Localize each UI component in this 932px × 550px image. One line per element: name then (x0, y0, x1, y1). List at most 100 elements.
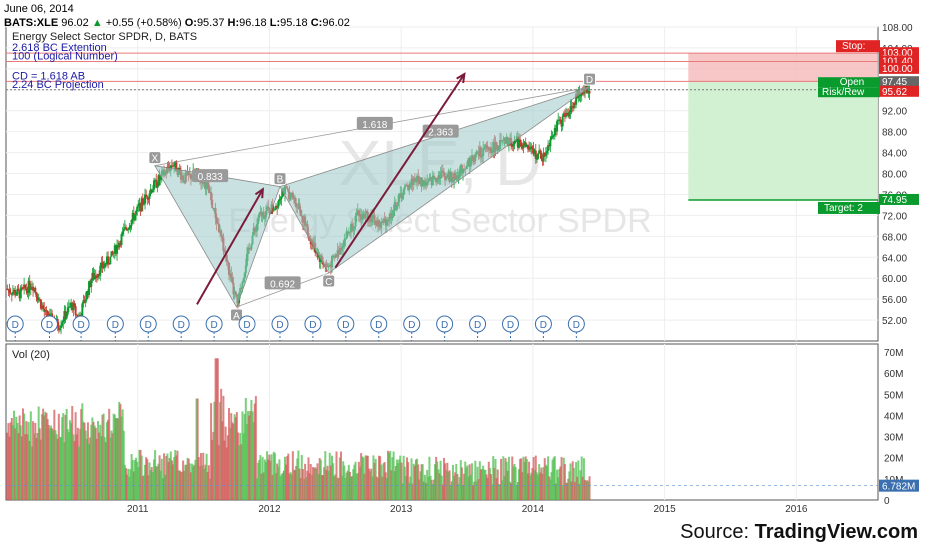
volume-bar (385, 477, 388, 500)
volume-bar (161, 478, 164, 500)
volume-bar (348, 471, 351, 500)
volume-bar (305, 477, 308, 500)
pattern-point-label: C (325, 277, 332, 288)
volume-bar (105, 422, 108, 500)
volume-bar (220, 388, 223, 500)
candle-body (93, 275, 96, 280)
candle-body (273, 209, 276, 211)
volume-bar (560, 457, 563, 500)
candle-body (28, 280, 31, 290)
volume-bar (135, 457, 138, 500)
volume-bar (460, 467, 463, 500)
volume-bar (38, 428, 41, 500)
candle-body (27, 280, 30, 293)
volume-bar (185, 464, 188, 500)
volume-bar (203, 468, 206, 500)
candle-body (521, 146, 524, 149)
volume-bar (345, 472, 348, 500)
volume-bar (355, 473, 358, 500)
volume-bar (563, 464, 566, 500)
volume-bar (582, 458, 585, 500)
volume-bar (270, 454, 273, 500)
candle-body (19, 287, 22, 299)
volume-bar (567, 478, 570, 500)
volume-tick-label: 30M (884, 433, 903, 444)
volume-bar (507, 456, 510, 500)
candle-body (528, 148, 531, 150)
candle-body (86, 291, 89, 296)
volume-bar (195, 398, 198, 500)
candle-body (127, 229, 130, 231)
volume-bar (140, 455, 143, 500)
volume-bar (241, 411, 244, 500)
candle-body (67, 306, 70, 308)
candle-body (32, 286, 35, 291)
volume-bar (322, 474, 325, 500)
volume-bar (422, 481, 425, 500)
candle-body (532, 148, 535, 155)
volume-badge (879, 479, 919, 492)
volume-bar (392, 451, 395, 500)
candle-body (23, 284, 26, 289)
volume-bar (166, 453, 169, 500)
volume-bar (534, 455, 537, 500)
candle-body (272, 209, 275, 211)
volume-bar (193, 464, 196, 500)
volume-bar (189, 472, 192, 500)
candle-body (522, 144, 525, 149)
volume-bar (116, 417, 119, 500)
candle-body (172, 165, 175, 167)
source-brand[interactable]: TradingView.com (754, 521, 918, 543)
volume-bar (406, 457, 409, 500)
volume-bar (216, 358, 219, 500)
time-tick-label: 2011 (127, 504, 149, 515)
volume-bar (505, 461, 508, 500)
candle-body (511, 145, 514, 147)
volume-bar (261, 457, 264, 500)
volume-bar (363, 473, 366, 500)
volume-bar (513, 463, 516, 500)
volume-bar (432, 479, 435, 500)
pattern-point-badge (322, 274, 336, 288)
candle-body (541, 159, 544, 162)
volume-bar (410, 458, 413, 500)
candle-body (523, 142, 526, 145)
low-label: L: (269, 17, 281, 29)
volume-bar (142, 475, 145, 500)
dividend-label: D (342, 320, 349, 331)
candle-body (112, 252, 115, 254)
candle-body (512, 143, 515, 147)
volume-bar (122, 430, 125, 500)
candle-body (30, 286, 33, 289)
candle-body (113, 245, 116, 253)
volume-bar (173, 457, 176, 500)
volume-bar (74, 412, 77, 500)
volume-bar (532, 457, 535, 500)
volume-bar (76, 427, 79, 500)
volume-bar (175, 455, 178, 500)
volume-bar (141, 475, 144, 500)
candle-body (137, 206, 140, 208)
candle-body (20, 287, 23, 289)
volume-bar (533, 469, 536, 500)
volume-bar (449, 485, 452, 500)
volume-bar (428, 456, 431, 500)
candle-body (37, 299, 40, 301)
volume-bar (470, 463, 473, 500)
volume-bar (213, 401, 216, 500)
volume-bar (397, 463, 400, 500)
volume-bar (425, 482, 428, 500)
candle-body (533, 150, 536, 155)
volume-bar (84, 430, 87, 500)
volume-bar (119, 403, 122, 500)
candle-body (104, 263, 107, 265)
dividend-label: D (145, 320, 152, 331)
volume-bar (503, 475, 506, 500)
ratio-badge (192, 169, 229, 183)
candle-body (82, 300, 85, 304)
volume-bar (58, 437, 61, 500)
volume-bar (219, 402, 222, 500)
symbol-name: BATS:XLE (4, 17, 59, 29)
volume-bar (456, 473, 459, 500)
